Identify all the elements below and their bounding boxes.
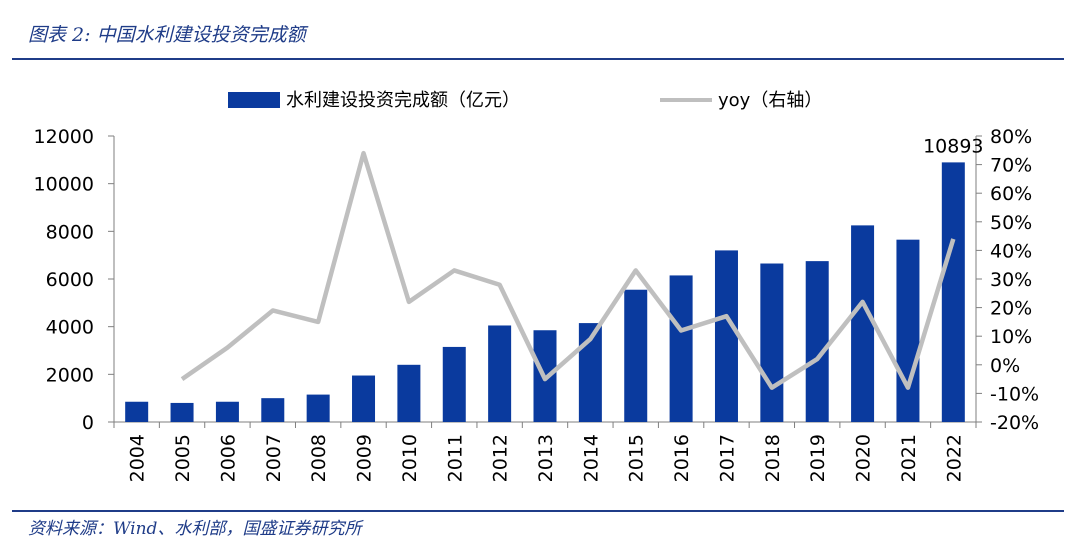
y-left-tick-label: 12000 [34, 126, 94, 148]
yoy-line [180, 150, 956, 390]
x-tick-label: 2008 [308, 434, 330, 482]
x-tick-label: 2009 [354, 434, 376, 482]
x-tick-label: 2020 [853, 434, 875, 482]
top-divider [12, 58, 1064, 60]
bar-series [125, 162, 965, 423]
bar [488, 325, 512, 422]
axes: 0 2000 4000 6000 8000 10000 12000 -20% -10% 0% 10%… [34, 126, 1040, 482]
y-right-tick-label: 20% [990, 298, 1032, 320]
bottom-divider [12, 510, 1064, 512]
x-tick-label: 2007 [263, 434, 285, 482]
y-left-tick-label: 4000 [46, 317, 94, 339]
data-label: 10893 [923, 135, 983, 157]
bar [170, 402, 194, 422]
bar [624, 289, 648, 422]
x-tick-label: 2016 [671, 434, 693, 482]
y-right-tick-label: 70% [990, 155, 1032, 177]
bar [805, 261, 829, 422]
x-tick-label: 2005 [172, 434, 194, 482]
y-right-tick-label: 10% [990, 326, 1032, 348]
x-tick-label: 2022 [943, 434, 965, 482]
x-tick-label: 2012 [490, 434, 512, 482]
x-tick-label: 2021 [898, 434, 920, 482]
bar [941, 162, 965, 423]
figure-title: 图表 2: 中国水利建设投资完成额 [28, 24, 306, 46]
x-tick-label: 2018 [762, 434, 784, 482]
legend-bar-label: 水利建设投资完成额（亿元） [286, 90, 520, 111]
y-right-tick-label: 60% [990, 183, 1032, 205]
y-left-tick-label: 8000 [46, 221, 94, 243]
y-left-tick-label: 10000 [34, 174, 94, 196]
x-tick-label: 2014 [580, 434, 602, 482]
legend-line-label: yoy（右轴） [718, 90, 822, 111]
bar [851, 225, 875, 422]
x-tick-label: 2017 [716, 434, 738, 482]
y-right-tick-label: 80% [990, 126, 1032, 148]
x-tick-label: 2010 [399, 434, 421, 482]
x-tick-label: 2004 [127, 434, 149, 482]
bar [261, 398, 285, 422]
bar [397, 364, 421, 422]
x-tick-label: 2006 [217, 434, 239, 482]
legend-bar-swatch [228, 92, 280, 108]
bar [352, 375, 376, 422]
y-right-tick-label: 30% [990, 269, 1032, 291]
bar [714, 250, 738, 422]
bar [578, 323, 602, 422]
bar [306, 394, 330, 422]
legend: 水利建设投资完成额（亿元） yoy（右轴） [228, 90, 822, 111]
x-tick-label: 2019 [807, 434, 829, 482]
bar [442, 346, 466, 422]
bar [215, 401, 239, 422]
bar [760, 263, 784, 422]
data-labels: 10893 [923, 135, 983, 157]
x-tick-label: 2015 [626, 434, 648, 482]
y-right-tick-label: 0% [990, 355, 1020, 377]
y-right-tick-label: 50% [990, 212, 1032, 234]
x-tick-label: 2013 [535, 434, 557, 482]
yoy-line-series [180, 150, 956, 390]
bar [669, 275, 693, 422]
y-left-tick-label: 6000 [46, 269, 94, 291]
y-left-tick-label: 0 [82, 412, 94, 434]
source-note: 资料来源：Wind、水利部，国盛证券研究所 [28, 519, 362, 539]
y-right-tick-label: -20% [990, 412, 1039, 434]
y-right-tick-label: -10% [990, 383, 1039, 405]
chart: 水利建设投资完成额（亿元） yoy（右轴） 0 2000 4000 6000 8000 1… [34, 90, 1040, 482]
bar [125, 401, 149, 422]
bar [896, 239, 920, 422]
x-tick-label: 2011 [444, 434, 466, 482]
y-right-tick-label: 40% [990, 240, 1032, 262]
y-left-tick-label: 2000 [46, 364, 94, 386]
